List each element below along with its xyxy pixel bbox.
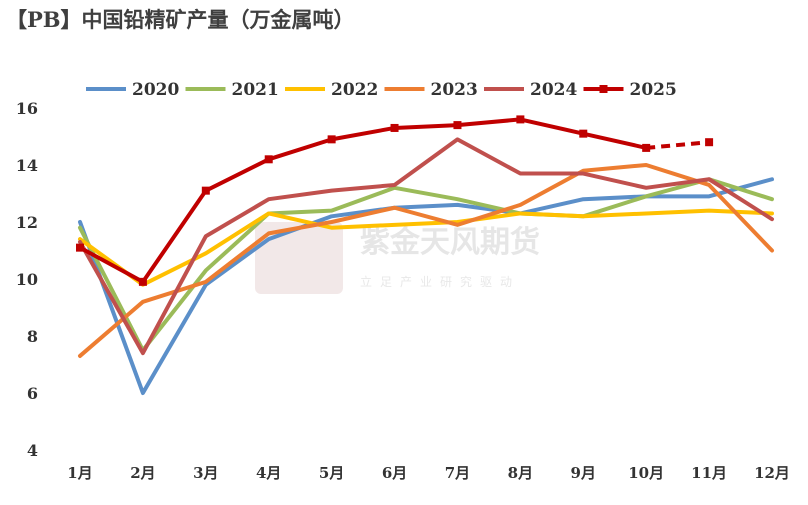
watermark-tagline: 立足产业研究驱动 [360,274,520,289]
legend-label: 2021 [232,80,279,100]
x-tick-label: 9月 [571,464,596,482]
watermark-logo [255,222,343,294]
x-tick-label: 11月 [691,464,727,482]
legend-item-2022: 2022 [285,80,378,100]
x-tick-label: 5月 [319,464,344,482]
series-2020 [78,177,774,395]
legend-label: 2022 [331,80,378,100]
x-tick-label: 6月 [382,464,407,482]
data-point [705,138,714,147]
series-line-dashed-2025 [646,140,710,150]
chart-title: 【PB】中国铅精矿产量（万金属吨） [6,7,355,32]
x-tick-label: 1月 [67,464,92,482]
legend-label: 2024 [530,80,577,100]
series-line-2020 [78,177,774,395]
data-point [327,135,336,144]
data-point [516,115,525,124]
legend-marker [599,85,608,93]
series-2024 [78,137,774,356]
data-point [264,155,273,164]
legend-item-2023: 2023 [384,80,478,100]
data-point [453,121,462,130]
y-tick-label: 4 [27,441,38,460]
series-2023 [78,163,774,358]
y-tick-label: 14 [16,156,38,175]
legend-item-2021: 2021 [185,80,279,100]
legend-label: 2025 [630,80,677,100]
y-tick-label: 8 [27,327,38,346]
x-tick-label: 3月 [193,464,218,482]
data-point [201,186,210,195]
x-tick-label: 8月 [508,464,533,482]
legend-label: 2023 [431,80,478,100]
x-tick-label: 12月 [754,464,790,482]
y-tick-label: 10 [16,270,38,289]
legend-item-2025: 2025 [583,80,677,100]
watermark: 紫金天风期货 立足产业研究驱动 [255,222,540,294]
y-tick-label: 16 [16,99,38,118]
series-line-2025 [78,117,649,284]
x-tick-label: 4月 [256,464,281,482]
x-tick-label: 2月 [130,464,155,482]
series-layer [76,115,774,395]
data-point [642,143,651,152]
data-point [390,123,399,132]
watermark-brand: 紫金天风期货 [360,225,540,260]
data-point [76,243,84,252]
legend: 2020 2021 2022 2023 2024 2025 [86,80,677,100]
legend-item-2024: 2024 [484,80,577,100]
axes: 4 6 8 10 12 14 16 1月 2月 3月 4月 5月 6月 7月 8月 9月 10月 11月 12月 [16,99,790,482]
data-point [579,129,588,138]
y-tick-label: 6 [27,384,38,403]
y-tick-label: 12 [16,213,38,232]
x-tick-label: 7月 [445,464,470,482]
series-line-2023 [78,163,774,358]
data-point [138,277,147,286]
series-2025 [76,115,714,286]
legend-item-2020: 2020 [86,80,179,100]
series-line-2024 [78,137,774,356]
x-tick-label: 10月 [628,464,664,482]
legend-label: 2020 [132,80,179,100]
